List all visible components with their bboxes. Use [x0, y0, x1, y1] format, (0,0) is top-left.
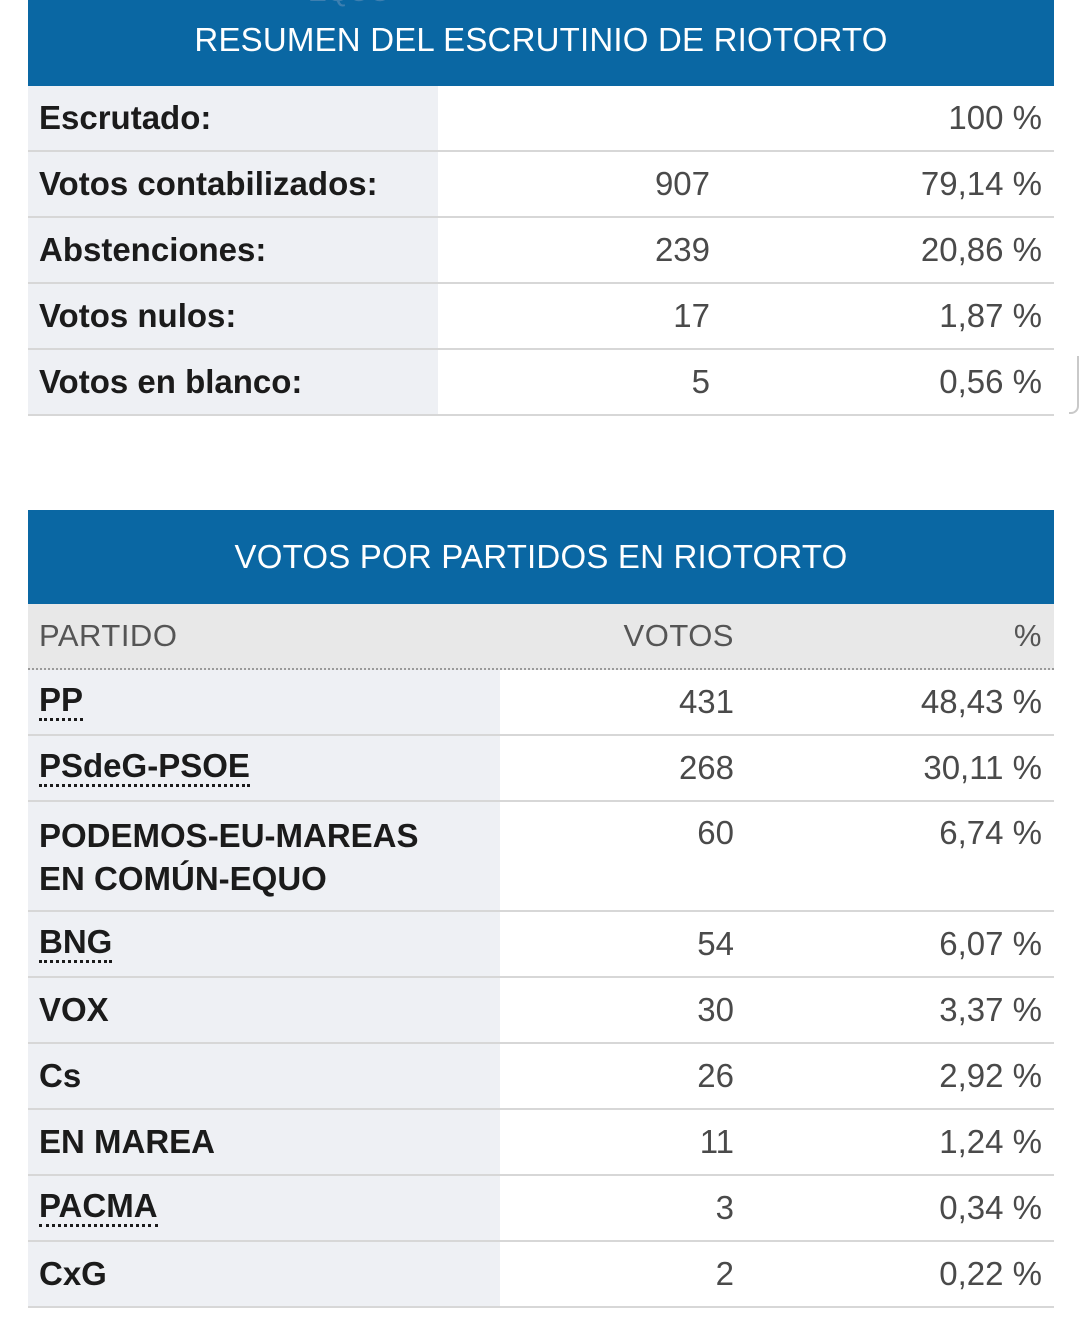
party-row-podemos: PODEMOS-EU-MAREAS EN COMÚN-EQUO 60 6,74 …	[28, 802, 1054, 912]
party-votes: 54	[697, 925, 734, 962]
parties-header: VOTOS POR PARTIDOS EN RIOTORTO	[28, 510, 1054, 604]
summary-row-pct: 1,87 %	[939, 297, 1042, 334]
party-name-podemos: PODEMOS-EU-MAREAS EN COMÚN-EQUO	[39, 814, 419, 900]
party-name: Cs	[28, 1044, 500, 1108]
summary-row-label: Votos nulos:	[28, 284, 438, 348]
party-row-bng: BNG 54 6,07 %	[28, 912, 1054, 978]
party-pct: 2,92 %	[939, 1057, 1042, 1094]
party-votes: 11	[699, 1123, 734, 1160]
party-name-line1: PODEMOS-EU-MAREAS	[39, 817, 419, 854]
summary-header: EQUO RESUMEN DEL ESCRUTINIO DE RIOTORTO	[28, 0, 1054, 86]
party-pct: 48,43 %	[920, 683, 1042, 720]
party-votes: 60	[697, 814, 734, 851]
parties-title: VOTOS POR PARTIDOS EN RIOTORTO	[234, 538, 848, 575]
summary-row-value: 239	[654, 231, 710, 268]
results-page: EQUO RESUMEN DEL ESCRUTINIO DE RIOTORTO …	[28, 0, 1054, 1308]
party-pct: 0,22 %	[939, 1255, 1042, 1292]
summary-ghost-text: EQUO	[308, 0, 391, 12]
parties-column-header: PARTIDO VOTOS %	[28, 604, 1054, 670]
summary-row-pct: 100 %	[948, 99, 1042, 136]
summary-row-value: 17	[673, 297, 710, 334]
party-name-line2: EN COMÚN-EQUO	[39, 860, 327, 897]
party-name-cell: PSdeG-PSOE	[28, 736, 500, 800]
party-row-cxg: CxG 2 0,22 %	[28, 1242, 1054, 1308]
party-votes: 30	[697, 991, 734, 1028]
column-header-votes: VOTOS	[623, 618, 734, 653]
party-row-vox: VOX 30 3,37 %	[28, 978, 1054, 1044]
summary-row-escrutado: Escrutado: 100 %	[28, 86, 1054, 152]
party-votes: 26	[697, 1057, 734, 1094]
summary-row-pct: 0,56 %	[939, 363, 1042, 400]
scroll-edge-indicator	[1069, 356, 1079, 414]
party-link-pp[interactable]: PP	[39, 683, 84, 721]
party-pct: 3,37 %	[939, 991, 1042, 1028]
party-row-pacma: PACMA 3 0,34 %	[28, 1176, 1054, 1242]
summary-row-label: Abstenciones:	[28, 218, 438, 282]
summary-row-votos-contabilizados: Votos contabilizados: 907 79,14 %	[28, 152, 1054, 218]
party-name-cell: BNG	[28, 912, 500, 976]
party-pct: 6,07 %	[939, 925, 1042, 962]
party-name: VOX	[28, 978, 500, 1042]
party-name: EN MAREA	[28, 1110, 500, 1174]
party-pct: 1,24 %	[939, 1123, 1042, 1160]
party-pct: 0,34 %	[939, 1189, 1042, 1226]
party-votes: 268	[678, 749, 734, 786]
party-votes: 3	[715, 1189, 734, 1226]
party-pct: 6,74 %	[939, 814, 1042, 851]
summary-row-votos-nulos: Votos nulos: 17 1,87 %	[28, 284, 1054, 350]
party-link-psdeg-psoe[interactable]: PSdeG-PSOE	[39, 749, 250, 787]
summary-title: RESUMEN DEL ESCRUTINIO DE RIOTORTO	[194, 21, 888, 58]
summary-row-label: Escrutado:	[28, 86, 438, 150]
party-name-cell: PP	[28, 670, 500, 734]
party-row-cs: Cs 26 2,92 %	[28, 1044, 1054, 1110]
party-link-bng[interactable]: BNG	[39, 925, 113, 963]
column-header-pct: %	[1013, 618, 1042, 653]
party-pct: 30,11 %	[923, 749, 1042, 786]
summary-row-pct: 79,14 %	[920, 165, 1042, 202]
summary-row-value	[438, 86, 710, 150]
party-row-pp: PP 431 48,43 %	[28, 670, 1054, 736]
summary-row-abstenciones: Abstenciones: 239 20,86 %	[28, 218, 1054, 284]
summary-row-label: Votos contabilizados:	[28, 152, 438, 216]
column-header-party: PARTIDO	[39, 618, 178, 653]
summary-row-votos-en-blanco: Votos en blanco: 5 0,56 %	[28, 350, 1054, 416]
summary-table: EQUO RESUMEN DEL ESCRUTINIO DE RIOTORTO …	[28, 0, 1054, 416]
party-name-cell: PACMA	[28, 1176, 500, 1240]
summary-row-label: Votos en blanco:	[28, 350, 438, 414]
party-row-en-marea: EN MAREA 11 1,24 %	[28, 1110, 1054, 1176]
party-votes: 431	[678, 683, 734, 720]
party-row-psdeg-psoe: PSdeG-PSOE 268 30,11 %	[28, 736, 1054, 802]
party-link-pacma[interactable]: PACMA	[39, 1189, 158, 1227]
summary-row-value: 907	[654, 165, 710, 202]
parties-table: VOTOS POR PARTIDOS EN RIOTORTO PARTIDO V…	[28, 510, 1054, 1308]
party-name-cell: PODEMOS-EU-MAREAS EN COMÚN-EQUO	[28, 802, 500, 910]
summary-row-pct: 20,86 %	[920, 231, 1042, 268]
party-votes: 2	[715, 1255, 734, 1292]
summary-row-value: 5	[691, 363, 710, 400]
party-name: CxG	[28, 1242, 500, 1306]
